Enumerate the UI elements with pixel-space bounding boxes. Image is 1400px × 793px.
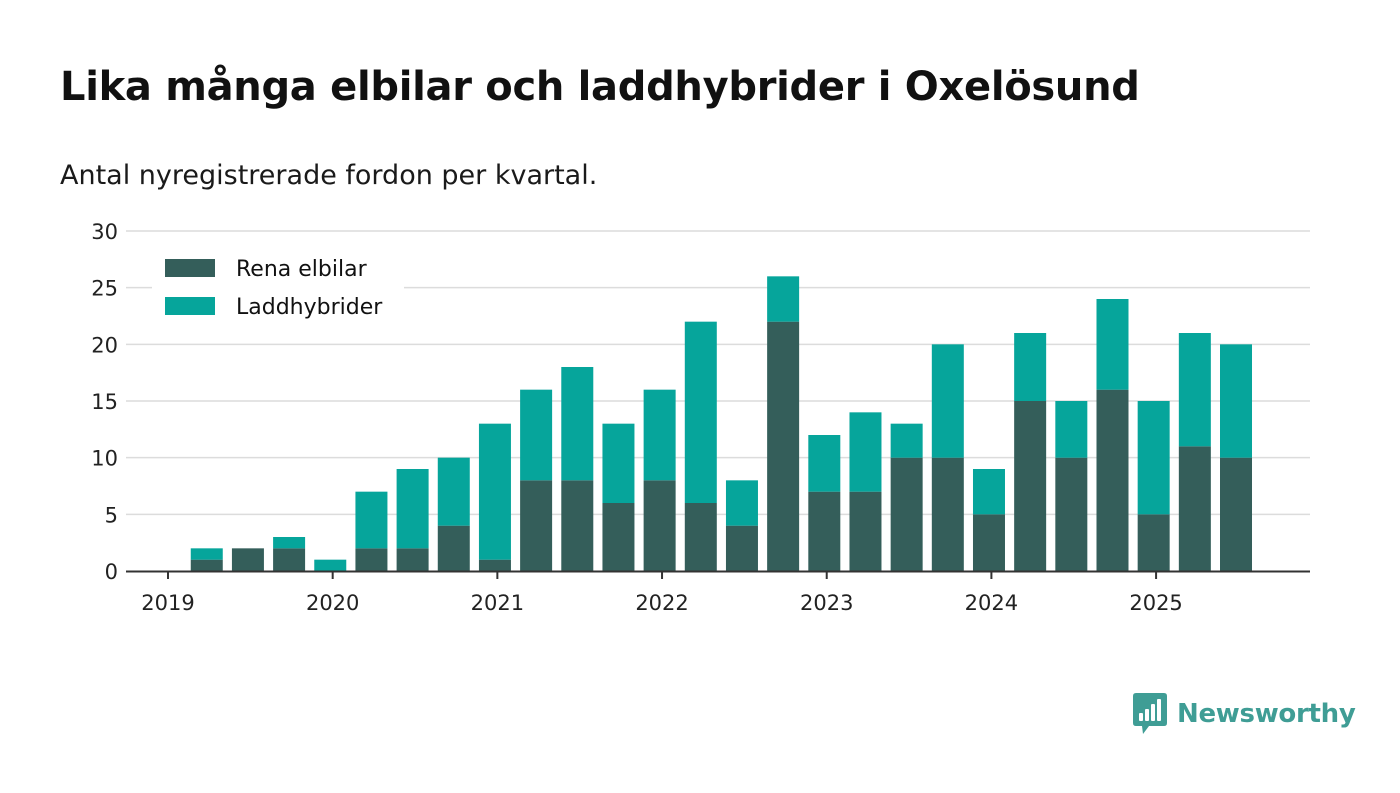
legend-label-rena-elbilar: Rena elbilar <box>236 257 368 282</box>
legend-swatch-laddhybrider <box>165 297 215 315</box>
y-tick-label-30: 30 <box>91 220 118 244</box>
bar-laddhybrider-2022-Q3 <box>725 480 758 526</box>
bar-laddhybrider-2025-Q2 <box>1178 333 1211 447</box>
bar-laddhybrider-2022-Q4 <box>767 276 800 322</box>
bar-rena-elbilar-2023-Q4 <box>931 457 964 571</box>
bar-laddhybrider-2025-Q1 <box>1137 401 1170 515</box>
bar-laddhybrider-2023-Q1 <box>808 435 841 492</box>
bar-laddhybrider-2024-Q4 <box>1096 299 1129 390</box>
y-tick-label-10: 10 <box>91 447 118 471</box>
legend-swatch-rena-elbilar <box>165 259 215 277</box>
bar-rena-elbilar-2025-Q3 <box>1220 457 1253 571</box>
x-tick-label-2021: 2021 <box>471 591 524 615</box>
bar-laddhybrider-2020-Q2 <box>355 491 388 549</box>
bar-laddhybrider-2019-Q2 <box>190 548 223 560</box>
bar-rena-elbilar-2023-Q2 <box>849 491 882 571</box>
bar-laddhybrider-2020-Q3 <box>396 469 429 549</box>
bar-rena-elbilar-2022-Q1 <box>643 480 676 571</box>
bar-laddhybrider-2020-Q4 <box>437 457 470 526</box>
bar-rena-elbilar-2022-Q2 <box>684 503 717 571</box>
x-tick-label-2020: 2020 <box>306 591 359 615</box>
y-tick-label-20: 20 <box>91 333 118 357</box>
bar-rena-elbilar-2020-Q3 <box>396 548 429 571</box>
y-tick-label-5: 5 <box>105 503 118 527</box>
bar-laddhybrider-2024-Q3 <box>1055 401 1088 458</box>
bar-laddhybrider-2025-Q3 <box>1220 344 1253 458</box>
bar-laddhybrider-2021-Q2 <box>520 389 553 481</box>
bar-laddhybrider-2021-Q1 <box>478 423 511 560</box>
bar-rena-elbilar-2022-Q3 <box>725 525 758 571</box>
x-tick-label-2025: 2025 <box>1129 591 1182 615</box>
bar-rena-elbilar-2025-Q1 <box>1137 514 1170 571</box>
newsworthy-logo-icon <box>1133 693 1167 734</box>
bars <box>190 276 1253 571</box>
bar-laddhybrider-2020-Q1 <box>314 559 347 571</box>
brand-name: Newsworthy <box>1177 699 1356 729</box>
bar-laddhybrider-2024-Q2 <box>1014 333 1047 401</box>
bar-rena-elbilar-2019-Q4 <box>273 548 306 571</box>
bar-laddhybrider-2024-Q1 <box>972 469 1005 515</box>
bar-rena-elbilar-2021-Q4 <box>602 503 635 571</box>
y-tick-label-0: 0 <box>105 560 118 584</box>
bar-rena-elbilar-2021-Q1 <box>478 559 511 571</box>
bar-rena-elbilar-2019-Q2 <box>190 559 223 571</box>
bar-laddhybrider-2023-Q2 <box>849 412 882 492</box>
bar-rena-elbilar-2024-Q3 <box>1055 457 1088 571</box>
bar-laddhybrider-2019-Q4 <box>273 537 306 549</box>
bar-rena-elbilar-2021-Q2 <box>520 480 553 571</box>
bar-rena-elbilar-2020-Q2 <box>355 548 388 571</box>
bar-laddhybrider-2023-Q4 <box>931 344 964 458</box>
bar-rena-elbilar-2024-Q2 <box>1014 401 1047 571</box>
chart-title: Lika många elbilar och laddhybrider i Ox… <box>60 64 1140 110</box>
bar-rena-elbilar-2020-Q4 <box>437 525 470 571</box>
bar-rena-elbilar-2024-Q4 <box>1096 389 1129 571</box>
x-tick-label-2019: 2019 <box>141 591 194 615</box>
x-tick-label-2022: 2022 <box>635 591 688 615</box>
bar-laddhybrider-2022-Q2 <box>684 321 717 503</box>
bar-laddhybrider-2021-Q3 <box>561 367 594 481</box>
bar-rena-elbilar-2021-Q3 <box>561 480 594 571</box>
bar-laddhybrider-2021-Q4 <box>602 423 635 503</box>
bar-rena-elbilar-2024-Q1 <box>972 514 1005 571</box>
legend: Rena elbilar Laddhybrider <box>152 247 404 329</box>
bar-laddhybrider-2022-Q1 <box>643 389 676 481</box>
y-tick-label-25: 25 <box>91 277 118 301</box>
bar-rena-elbilar-2025-Q2 <box>1178 446 1211 571</box>
legend-label-laddhybrider: Laddhybrider <box>236 295 383 320</box>
bar-laddhybrider-2023-Q3 <box>890 423 923 458</box>
bar-rena-elbilar-2019-Q3 <box>231 548 264 571</box>
newsworthy-brand: Newsworthy <box>1133 692 1356 736</box>
bar-rena-elbilar-2022-Q4 <box>767 321 800 571</box>
x-tick-label-2023: 2023 <box>800 591 853 615</box>
chart-subtitle: Antal nyregistrerade fordon per kvartal. <box>60 160 598 191</box>
bar-rena-elbilar-2023-Q3 <box>890 457 923 571</box>
y-tick-label-15: 15 <box>91 390 118 414</box>
bar-rena-elbilar-2023-Q1 <box>808 491 841 571</box>
x-tick-label-2024: 2024 <box>965 591 1018 615</box>
